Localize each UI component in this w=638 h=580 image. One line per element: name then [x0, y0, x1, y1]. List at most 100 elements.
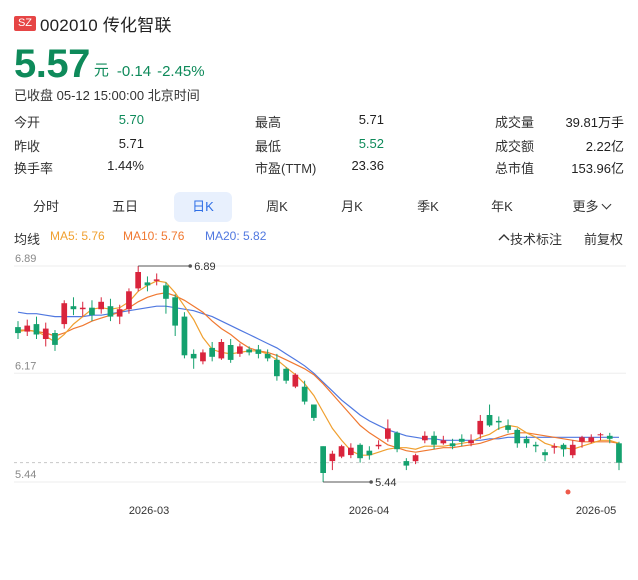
tab-label: 更多: [572, 199, 599, 214]
candle-body: [255, 349, 262, 354]
ma10-line: [18, 292, 620, 453]
stat-label: 换手率: [14, 161, 54, 176]
candle-body: [79, 307, 86, 310]
candle-body: [24, 325, 31, 332]
candle-body: [227, 345, 234, 360]
candle-body: [412, 455, 419, 462]
candle-body: [246, 349, 252, 353]
candle-body: [542, 452, 548, 456]
y-tick-label: 6.17: [15, 360, 36, 372]
period-tabs: 分时 五日 日K 周K 月K 季K 年K 更多: [14, 192, 626, 222]
candle-body: [597, 434, 604, 436]
candle-body: [301, 386, 308, 402]
stat-value: 153.96亿: [571, 161, 624, 176]
price-row: 5.57 元 -0.14 -2.45%: [14, 40, 205, 84]
candle-body: [292, 374, 299, 387]
candle-body: [403, 461, 410, 466]
stock-title: 002010 传化智联: [40, 15, 172, 35]
market-status: 已收盘 05-12 15:00:00 北京时间: [14, 88, 200, 103]
candle-body: [422, 435, 428, 441]
candle-body: [135, 272, 141, 289]
tab-label: 季K: [417, 199, 439, 214]
stat-value: 2.22亿: [585, 139, 624, 154]
candle-body: [153, 279, 160, 281]
candle-body: [70, 306, 77, 310]
candle-body: [181, 316, 188, 356]
tab-label: 周K: [266, 199, 288, 214]
stat-label: 最高: [255, 115, 282, 130]
high-marker-dot: [188, 264, 192, 268]
candle-body: [264, 353, 271, 359]
x-tick-label: 2026-05: [576, 505, 616, 517]
tab-more[interactable]: 更多: [558, 192, 624, 222]
stats-row: 换手率 1.44% 市盈(TTM) 23.36 总市值 153.96亿: [14, 158, 626, 178]
tab-yearly-k[interactable]: 年K: [473, 192, 531, 222]
candle-body: [237, 346, 243, 354]
event-marker-dot: [565, 489, 571, 495]
x-tick-label: 2026-04: [349, 505, 389, 517]
y-tick-label: 5.44: [15, 469, 36, 481]
chevron-up-down-icon: [498, 234, 510, 241]
tab-daily-k[interactable]: 日K: [174, 192, 232, 222]
candle-body: [588, 437, 595, 442]
ma5-line: [17, 280, 620, 456]
candle-body: [283, 368, 289, 381]
stat-label: 最低: [255, 139, 282, 154]
candle-body: [89, 307, 95, 316]
tab-five-day[interactable]: 五日: [96, 192, 154, 222]
candle-body: [440, 440, 447, 444]
chevron-down-icon: [601, 199, 611, 210]
low-price-label: 5.44: [375, 477, 396, 489]
stat-label: 总市值: [495, 161, 535, 176]
price-change: -0.14: [116, 63, 152, 80]
tab-weekly-k[interactable]: 周K: [248, 192, 306, 222]
candle-body: [616, 443, 622, 463]
low-marker-dot: [369, 480, 373, 484]
candle-body: [52, 333, 58, 345]
candle-body: [144, 282, 151, 286]
candle-body: [15, 327, 21, 334]
candle-body: [338, 446, 345, 457]
candle-body: [107, 306, 114, 317]
stat-label: 市盈(TTM): [255, 161, 317, 176]
stat-label: 今开: [14, 115, 41, 130]
stat-value: 5.52: [358, 136, 384, 151]
tab-monthly-k[interactable]: 月K: [323, 192, 381, 222]
candle-body: [579, 437, 585, 442]
technical-annotation-button[interactable]: 技术标注: [498, 229, 562, 247]
tab-label: 分时: [32, 199, 59, 214]
price-adjust-button[interactable]: 前复权: [584, 232, 624, 247]
price-change-percent: -2.45%: [157, 63, 205, 80]
candle-body: [468, 440, 474, 444]
candle-body: [218, 342, 225, 359]
stat-value: 1.44%: [107, 158, 144, 173]
candle-body: [209, 347, 215, 357]
candle-body: [486, 415, 493, 426]
candle-body: [274, 359, 280, 377]
tab-label: 月K: [341, 199, 363, 214]
moving-average-legend: 均线 MA5: 5.76 MA10: 5.76 MA20: 5.82 技术标注 …: [14, 229, 626, 247]
candle-body: [163, 285, 169, 299]
stat-value: 39.81万手: [565, 115, 624, 130]
candle-body: [172, 297, 178, 326]
tab-intraday[interactable]: 分时: [17, 192, 75, 222]
tab-quarterly-k[interactable]: 季K: [399, 192, 457, 222]
candle-body: [514, 429, 521, 444]
current-price: 5.57: [14, 42, 90, 86]
candle-body: [329, 453, 336, 462]
candle-body: [375, 444, 382, 447]
stat-value: 23.36: [351, 158, 384, 173]
candle-body: [449, 443, 456, 447]
candle-body: [532, 444, 539, 447]
ma5-value: MA5: 5.76: [50, 229, 105, 243]
ma-label: 均线: [14, 232, 41, 247]
candle-body: [320, 446, 326, 473]
stat-label: 成交额: [495, 139, 535, 154]
candle-body: [606, 435, 613, 439]
candle-body: [311, 404, 317, 418]
kline-chart[interactable]: 6.89 6.17 5.44 6.89 5.44 2026-03 2026-04 2026-0…: [0, 252, 638, 522]
candle-body: [116, 309, 123, 317]
x-tick-label: 2026-03: [129, 505, 169, 517]
candle-body: [126, 291, 132, 310]
